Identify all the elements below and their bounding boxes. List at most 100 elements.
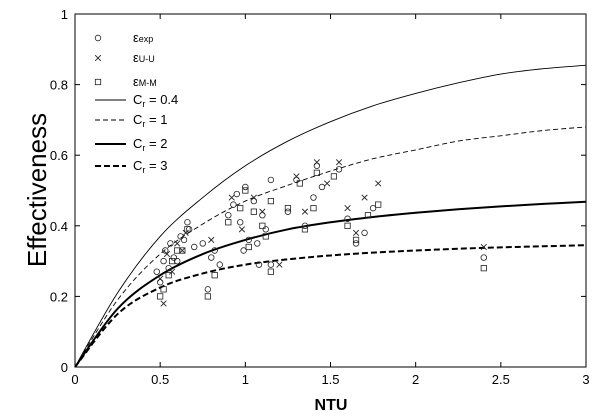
axis-ticks: 0 0.5 1 1.5 2 2.5 3 0 0.2 0.4 0.6 0.8 1 — [50, 7, 590, 387]
cross-stroke — [335, 159, 343, 166]
cross-stroke — [168, 268, 176, 275]
curve-cr3 — [74, 244, 587, 368]
exp-marker — [352, 240, 360, 247]
cross-stroke — [228, 194, 235, 201]
legend-item-cr2: Cr = 2 — [95, 136, 167, 153]
mm-marker — [267, 197, 274, 205]
mm-marker — [480, 265, 487, 272]
exp-marker — [165, 264, 172, 272]
mm-marker — [375, 201, 382, 208]
exp-marker — [245, 236, 252, 244]
exp-marker — [240, 247, 247, 254]
uu-marker — [352, 229, 360, 236]
uu-marker — [250, 194, 257, 201]
plot-border — [74, 13, 587, 368]
x-tick-label: 2 — [412, 372, 419, 387]
mm-marker — [160, 286, 167, 293]
uu-marker — [361, 194, 368, 201]
cr-curves — [74, 64, 587, 368]
exp-marker — [262, 226, 269, 233]
exp-marker — [204, 286, 212, 293]
cross-stroke — [276, 261, 283, 268]
mm-marker — [225, 219, 232, 226]
legend-label-cr2: Cr = 2 — [133, 136, 167, 153]
x-tick-label: 0 — [71, 372, 78, 387]
legend-label-cr3: Cr = 3 — [133, 158, 167, 175]
mm-marker — [174, 247, 181, 254]
cross-stroke — [313, 159, 320, 166]
mm-marker — [267, 268, 274, 275]
curve-cr2 — [74, 200, 587, 368]
exp-marker — [301, 222, 309, 229]
mm-marker — [262, 233, 269, 240]
exp-marker — [318, 183, 326, 191]
mm-marker — [259, 222, 266, 229]
exp-marker — [313, 162, 321, 169]
curve-cr1 — [74, 126, 587, 368]
mm-marker — [344, 222, 351, 229]
exp-marker — [293, 176, 300, 184]
cross-stroke — [163, 250, 171, 258]
exp-marker — [254, 240, 261, 247]
exp-marker — [216, 261, 223, 268]
cross-stroke — [182, 229, 189, 236]
cross-stroke — [157, 275, 164, 282]
uu-marker — [323, 180, 331, 187]
mm-marker — [211, 272, 218, 279]
cross-stroke — [361, 194, 368, 201]
mm-marker — [204, 293, 211, 300]
mm-marker — [165, 272, 172, 279]
exp-marker — [267, 176, 275, 184]
exp-marker — [153, 268, 160, 275]
legend-label-uu: εU-U — [133, 50, 155, 65]
exp-marker — [335, 166, 343, 173]
mm-marker — [310, 205, 317, 212]
x-tick-label: 1.5 — [321, 372, 339, 387]
legend-marker-uu — [94, 54, 102, 62]
mm-marker — [352, 236, 360, 244]
mm-marker — [237, 205, 244, 212]
mm-marker — [242, 187, 249, 194]
exp-marker — [230, 201, 237, 208]
cross-stroke — [174, 240, 181, 247]
exp-marker — [211, 247, 218, 254]
cross-stroke — [208, 236, 215, 244]
mm-marker — [301, 226, 309, 233]
legend-marker-mm — [94, 78, 102, 86]
exp-marker — [167, 240, 174, 247]
exp-marker — [259, 212, 266, 219]
exp-marker — [160, 257, 167, 265]
legend-item-exp: εexp — [94, 30, 153, 45]
uu-marker — [301, 208, 309, 215]
exp-marker — [344, 215, 351, 222]
y-tick-label: 0.6 — [50, 148, 68, 163]
mm-marker — [296, 180, 303, 187]
x-tick-label: 1 — [242, 372, 249, 387]
x-tick-label: 3 — [582, 372, 589, 387]
y-tick-label: 0.8 — [50, 78, 68, 93]
uu-marker — [163, 250, 171, 258]
x-axis-title: NTU — [315, 397, 348, 414]
mm-marker — [364, 212, 372, 219]
uu-marker — [335, 159, 343, 166]
cross-stroke — [179, 247, 186, 254]
exp-marker — [173, 257, 181, 265]
mm-marker — [184, 226, 191, 233]
uu-marker — [157, 275, 164, 282]
cross-stroke — [375, 180, 382, 187]
cross-stroke — [293, 173, 300, 180]
uu-marker — [182, 229, 189, 236]
exp-marker — [199, 240, 206, 247]
mm-marker — [313, 169, 320, 176]
exp-marker — [361, 229, 368, 237]
uu-marker — [313, 159, 320, 166]
cross-stroke — [259, 208, 266, 215]
curve-cr04 — [74, 64, 587, 368]
uu-marker — [293, 173, 300, 180]
legend-item-cr3: Cr = 3 — [95, 158, 167, 175]
cross-stroke — [238, 226, 246, 233]
legend-item-mm: εM-M — [94, 74, 157, 89]
legend-label-exp: εexp — [133, 30, 153, 45]
uu-marker — [179, 247, 186, 254]
exp-marker — [208, 254, 215, 261]
